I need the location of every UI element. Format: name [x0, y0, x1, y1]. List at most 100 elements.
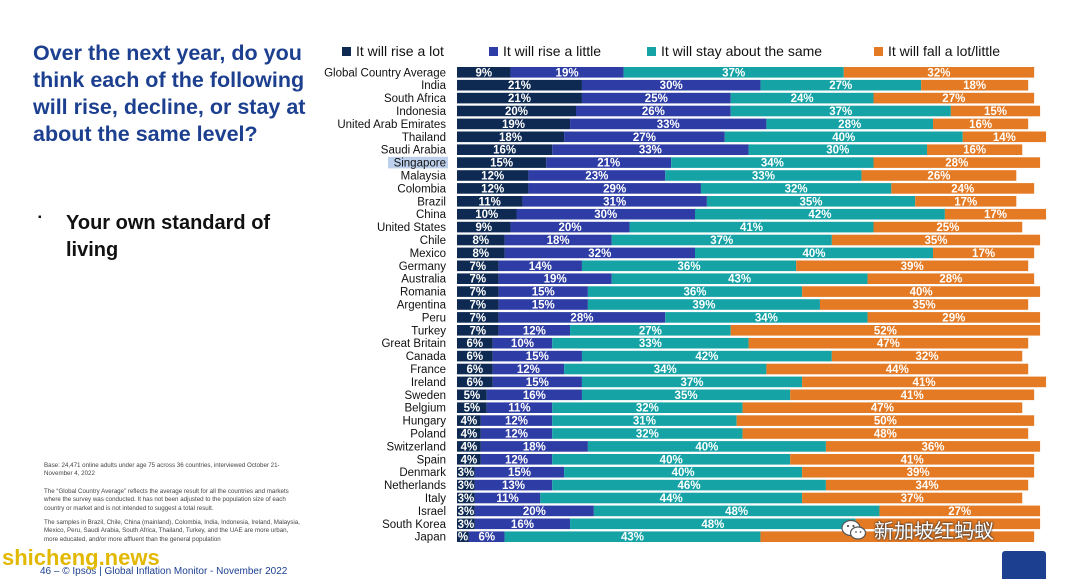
bar-segment — [831, 234, 1041, 246]
bar-segment — [736, 415, 1035, 426]
bar-segment — [831, 350, 1023, 362]
data-label: 12% — [481, 183, 504, 195]
bar-segment — [498, 325, 571, 336]
category-label: Singapore — [394, 158, 446, 170]
bar-segment — [665, 170, 862, 181]
data-label: 6% — [467, 338, 484, 350]
data-label: 5% — [464, 390, 481, 402]
bar-segment — [498, 312, 666, 323]
category-label: Indonesia — [396, 106, 446, 118]
bar-segment — [457, 273, 499, 284]
bar-segment — [855, 518, 1041, 530]
data-label: 7% — [470, 312, 487, 324]
category-label: France — [410, 364, 446, 376]
category-label: Canada — [406, 351, 447, 363]
wechat-icon — [841, 519, 867, 540]
bar-segment — [796, 260, 1029, 272]
sample-note: The samples in Brazil, Chile, China (mai… — [44, 519, 300, 543]
bar-segment — [498, 260, 582, 272]
bar-segment — [457, 428, 481, 439]
bar-segment — [504, 247, 695, 259]
data-label: 39% — [901, 261, 924, 273]
bar-segment — [927, 144, 1023, 155]
category-label: Romania — [400, 287, 447, 299]
data-label: 10% — [511, 338, 534, 350]
category-label: Chile — [420, 235, 446, 247]
data-label: 40% — [910, 287, 933, 299]
bar-segment — [581, 79, 761, 91]
data-label: 40% — [660, 454, 683, 466]
category-label: United Arab Emirates — [337, 119, 446, 131]
legend-swatch — [647, 46, 656, 56]
bar-segment — [873, 157, 1041, 168]
subtopic-label: Your own standard of living — [66, 212, 271, 261]
bar-segment — [891, 183, 1035, 194]
bar-segment — [552, 144, 749, 155]
question-title: Over the next year, do you think each of… — [33, 41, 306, 146]
bar-segment — [457, 260, 499, 272]
wechat-watermark: 新加坡红蚂蚁 — [840, 515, 994, 544]
data-label: 29% — [942, 312, 965, 324]
bar-segment — [474, 479, 553, 491]
bar-segment — [474, 466, 565, 478]
data-label: 4% — [461, 454, 478, 466]
data-label: 40% — [695, 441, 718, 453]
legend-label: It will fall a lot/little — [888, 43, 1001, 59]
data-label: 12% — [517, 364, 540, 376]
data-label: 29% — [603, 183, 626, 195]
bar-segment — [570, 118, 767, 130]
data-label: 14% — [993, 132, 1016, 144]
data-label: 23% — [585, 171, 608, 183]
bar-segment — [457, 441, 481, 452]
bar-segment — [766, 118, 933, 130]
data-label: 28% — [570, 312, 593, 324]
data-label: 48% — [874, 429, 897, 441]
bar-segment — [474, 492, 541, 504]
bar-segment — [474, 505, 594, 517]
bar-segment — [457, 518, 475, 530]
data-label: 3% — [458, 519, 475, 531]
data-label: 30% — [594, 209, 617, 221]
data-label: 7% — [470, 300, 487, 312]
legend-item-stay: It will stay about the same — [647, 43, 822, 59]
bar-segment — [480, 428, 553, 439]
category-label: Peru — [422, 312, 446, 324]
bar-segment — [474, 518, 571, 530]
category-label: Great Britain — [381, 338, 446, 350]
data-label: 25% — [645, 93, 668, 105]
data-label: 18% — [963, 80, 986, 92]
data-label: 52% — [874, 325, 897, 337]
data-label: 32% — [916, 351, 939, 363]
bar-segment — [873, 92, 1035, 104]
data-label: 3% — [458, 506, 475, 518]
bar-segment — [552, 454, 791, 465]
data-label: 20% — [505, 106, 528, 118]
category-label: South Korea — [382, 519, 447, 531]
category-label: United States — [377, 222, 446, 234]
data-label: 16% — [963, 145, 986, 157]
bar-segment — [457, 247, 505, 259]
bar-segment — [962, 131, 1047, 143]
category-label: Mexico — [410, 248, 446, 260]
data-label: 4% — [461, 441, 478, 453]
bar-segment — [457, 221, 511, 233]
bar-segment — [457, 131, 565, 143]
legend-swatch — [342, 46, 351, 56]
bar-segment — [492, 350, 582, 362]
category-label: China — [416, 209, 447, 221]
category-label: Ireland — [411, 377, 446, 389]
data-label: 5% — [464, 403, 481, 415]
bar-segment — [819, 299, 1029, 310]
data-label: 15% — [526, 351, 549, 363]
data-label: 7% — [470, 287, 487, 299]
bar-segment — [552, 415, 737, 426]
data-label: 33% — [639, 145, 662, 157]
legend-label: It will stay about the same — [661, 43, 823, 59]
bar-segment — [748, 144, 928, 155]
data-label: 15% — [532, 300, 555, 312]
data-label: 16% — [523, 390, 546, 402]
bar-segment — [457, 234, 505, 246]
bar-segment — [457, 170, 529, 181]
bullet-icon: ▪ — [38, 212, 42, 223]
legend-label: It will rise a little — [503, 43, 602, 59]
